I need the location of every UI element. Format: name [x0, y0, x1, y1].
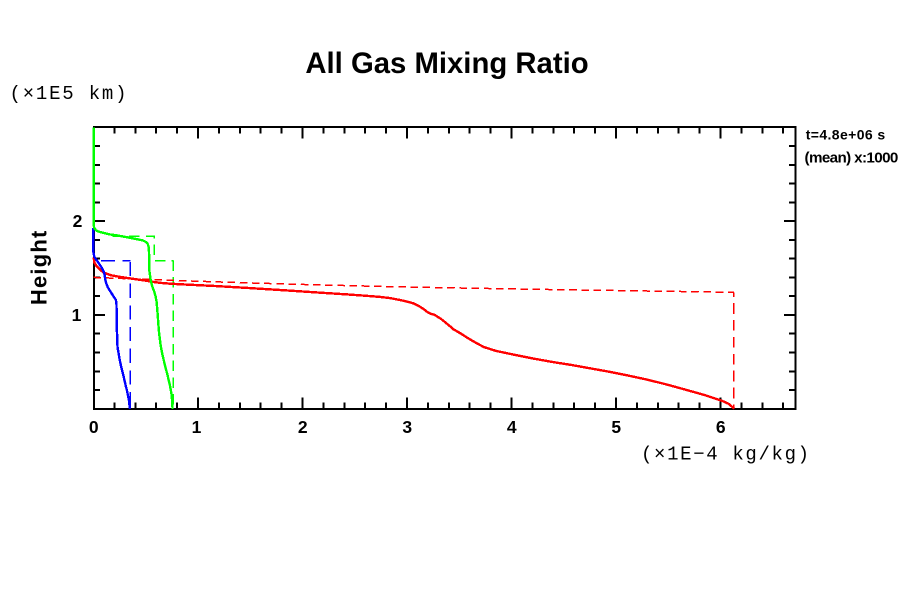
svg-text:(×1E−4 kg/kg): (×1E−4 kg/kg) — [641, 444, 811, 466]
svg-text:3: 3 — [402, 417, 412, 437]
svg-text:Height: Height — [27, 229, 52, 305]
svg-text:2: 2 — [298, 417, 308, 437]
svg-text:6: 6 — [716, 417, 726, 437]
svg-text:5: 5 — [611, 417, 621, 437]
svg-text:(mean) x:1000: (mean) x:1000 — [805, 149, 898, 166]
svg-text:4: 4 — [507, 417, 517, 437]
svg-text:2: 2 — [73, 211, 83, 231]
svg-text:0: 0 — [89, 417, 99, 437]
svg-text:1: 1 — [192, 417, 202, 437]
svg-text:t=4.8e+06 s: t=4.8e+06 s — [806, 127, 886, 143]
svg-text:All Gas Mixing Ratio: All Gas Mixing Ratio — [305, 47, 588, 80]
svg-text:(×1E5 km): (×1E5 km) — [10, 83, 129, 105]
svg-text:1: 1 — [72, 305, 82, 325]
